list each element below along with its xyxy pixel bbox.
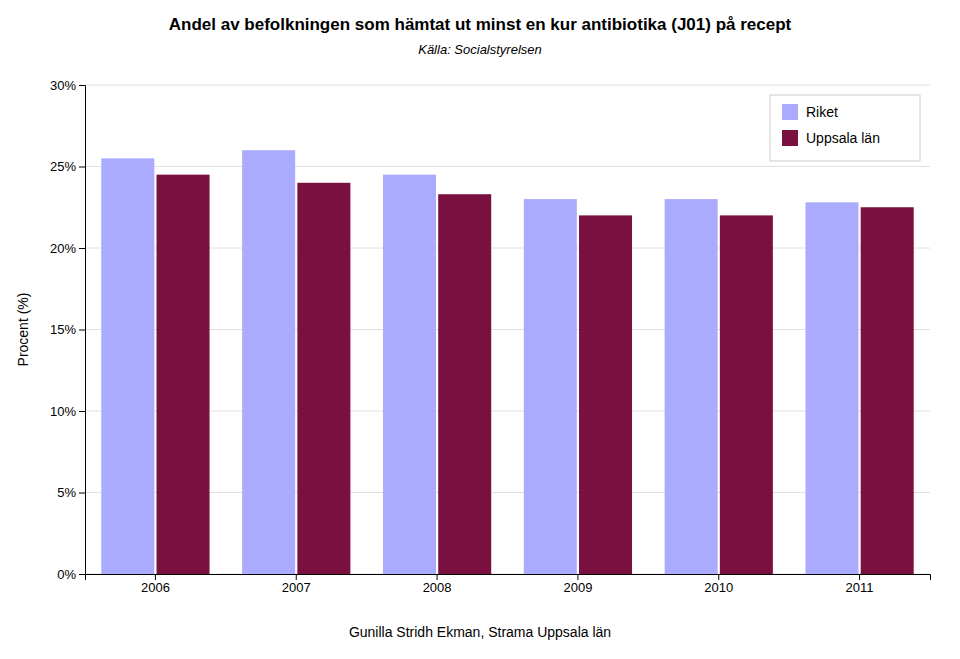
y-tick: 15% <box>50 322 85 337</box>
chart: Andel av befolkningen som hämtat ut mins… <box>0 0 960 659</box>
y-tick-mark <box>79 167 85 168</box>
bar <box>665 199 718 574</box>
x-tick-mark <box>577 574 578 580</box>
legend: Riket Uppsala län <box>770 95 920 161</box>
bar <box>438 194 491 574</box>
y-tick-label: 30% <box>50 78 76 93</box>
legend-item: Riket <box>782 104 838 120</box>
x-axis-line <box>86 575 931 581</box>
x-tick: 2008 <box>423 574 452 595</box>
bar <box>101 158 154 574</box>
x-tick-mark <box>296 574 297 580</box>
bar <box>157 175 210 574</box>
bar <box>297 183 350 574</box>
x-axis: 2006 2007 2008 2009 2010 2011 <box>86 574 931 595</box>
legend-label: Riket <box>806 104 838 120</box>
legend-item: Uppsala län <box>782 130 880 146</box>
bar <box>383 175 436 574</box>
y-tick-mark <box>79 493 85 494</box>
legend-box <box>770 95 920 161</box>
x-tick-mark <box>155 574 156 580</box>
y-axis: 0% 5% 10% 15% 20% 25% 30% <box>50 78 86 582</box>
y-axis-title: Procent (%) <box>15 293 31 367</box>
y-tick-mark <box>79 85 85 86</box>
y-tick-label: 25% <box>50 159 76 174</box>
x-tick-mark <box>859 574 860 580</box>
plot-area: 0%5%10%15%20%25%30%200620072008200920102… <box>50 78 931 596</box>
y-tick: 30% <box>50 78 85 93</box>
y-tick-label: 20% <box>50 241 76 256</box>
x-tick-label: 2009 <box>563 580 592 595</box>
grid-line <box>85 85 930 86</box>
x-tick-mark <box>437 574 438 580</box>
footer: Gunilla Stridh Ekman, Strama Uppsala län <box>349 624 611 640</box>
bars <box>101 150 913 574</box>
bar <box>861 207 914 574</box>
y-tick-mark <box>79 411 85 412</box>
y-tick-label: 5% <box>57 485 76 500</box>
y-tick-mark <box>79 248 85 249</box>
y-tick: 25% <box>50 159 85 174</box>
grid-line <box>85 411 930 412</box>
bar <box>805 202 858 574</box>
x-tick-label: 2006 <box>141 580 170 595</box>
y-axis-line <box>79 86 86 575</box>
x-tick: 2009 <box>563 574 592 595</box>
legend-label: Uppsala län <box>806 130 880 146</box>
x-tick-label: 2008 <box>423 580 452 595</box>
y-tick-label: 0% <box>57 567 76 582</box>
y-tick: 10% <box>50 404 85 419</box>
legend-swatch <box>782 130 798 146</box>
x-tick: 2007 <box>282 574 311 595</box>
x-tick-label: 2010 <box>704 580 733 595</box>
grid-line <box>85 248 930 249</box>
grid-line <box>85 329 930 330</box>
legend-swatch <box>782 104 798 120</box>
series <box>157 175 914 574</box>
x-tick: 2011 <box>846 574 874 595</box>
grid-line <box>85 492 930 493</box>
series <box>101 150 858 574</box>
y-tick-mark <box>79 330 85 331</box>
bar <box>524 199 577 574</box>
y-tick-label: 10% <box>50 404 76 419</box>
x-tick: 2006 <box>141 574 170 595</box>
title: Andel av befolkningen som hämtat ut mins… <box>169 15 792 34</box>
x-tick-label: 2007 <box>282 580 311 595</box>
bar <box>720 215 773 574</box>
x-tick-mark <box>718 574 719 580</box>
subtitle: Källa: Socialstyrelsen <box>418 42 542 57</box>
grid-line <box>85 166 930 167</box>
y-tick-label: 15% <box>50 322 76 337</box>
bar <box>242 150 295 574</box>
bar <box>579 215 632 574</box>
x-tick-label: 2011 <box>846 580 874 595</box>
y-tick: 5% <box>57 485 85 500</box>
y-tick: 20% <box>50 241 85 256</box>
grid <box>85 85 930 574</box>
y-tick: 0% <box>57 567 85 582</box>
x-tick: 2010 <box>704 574 733 595</box>
y-tick-mark <box>79 574 85 575</box>
